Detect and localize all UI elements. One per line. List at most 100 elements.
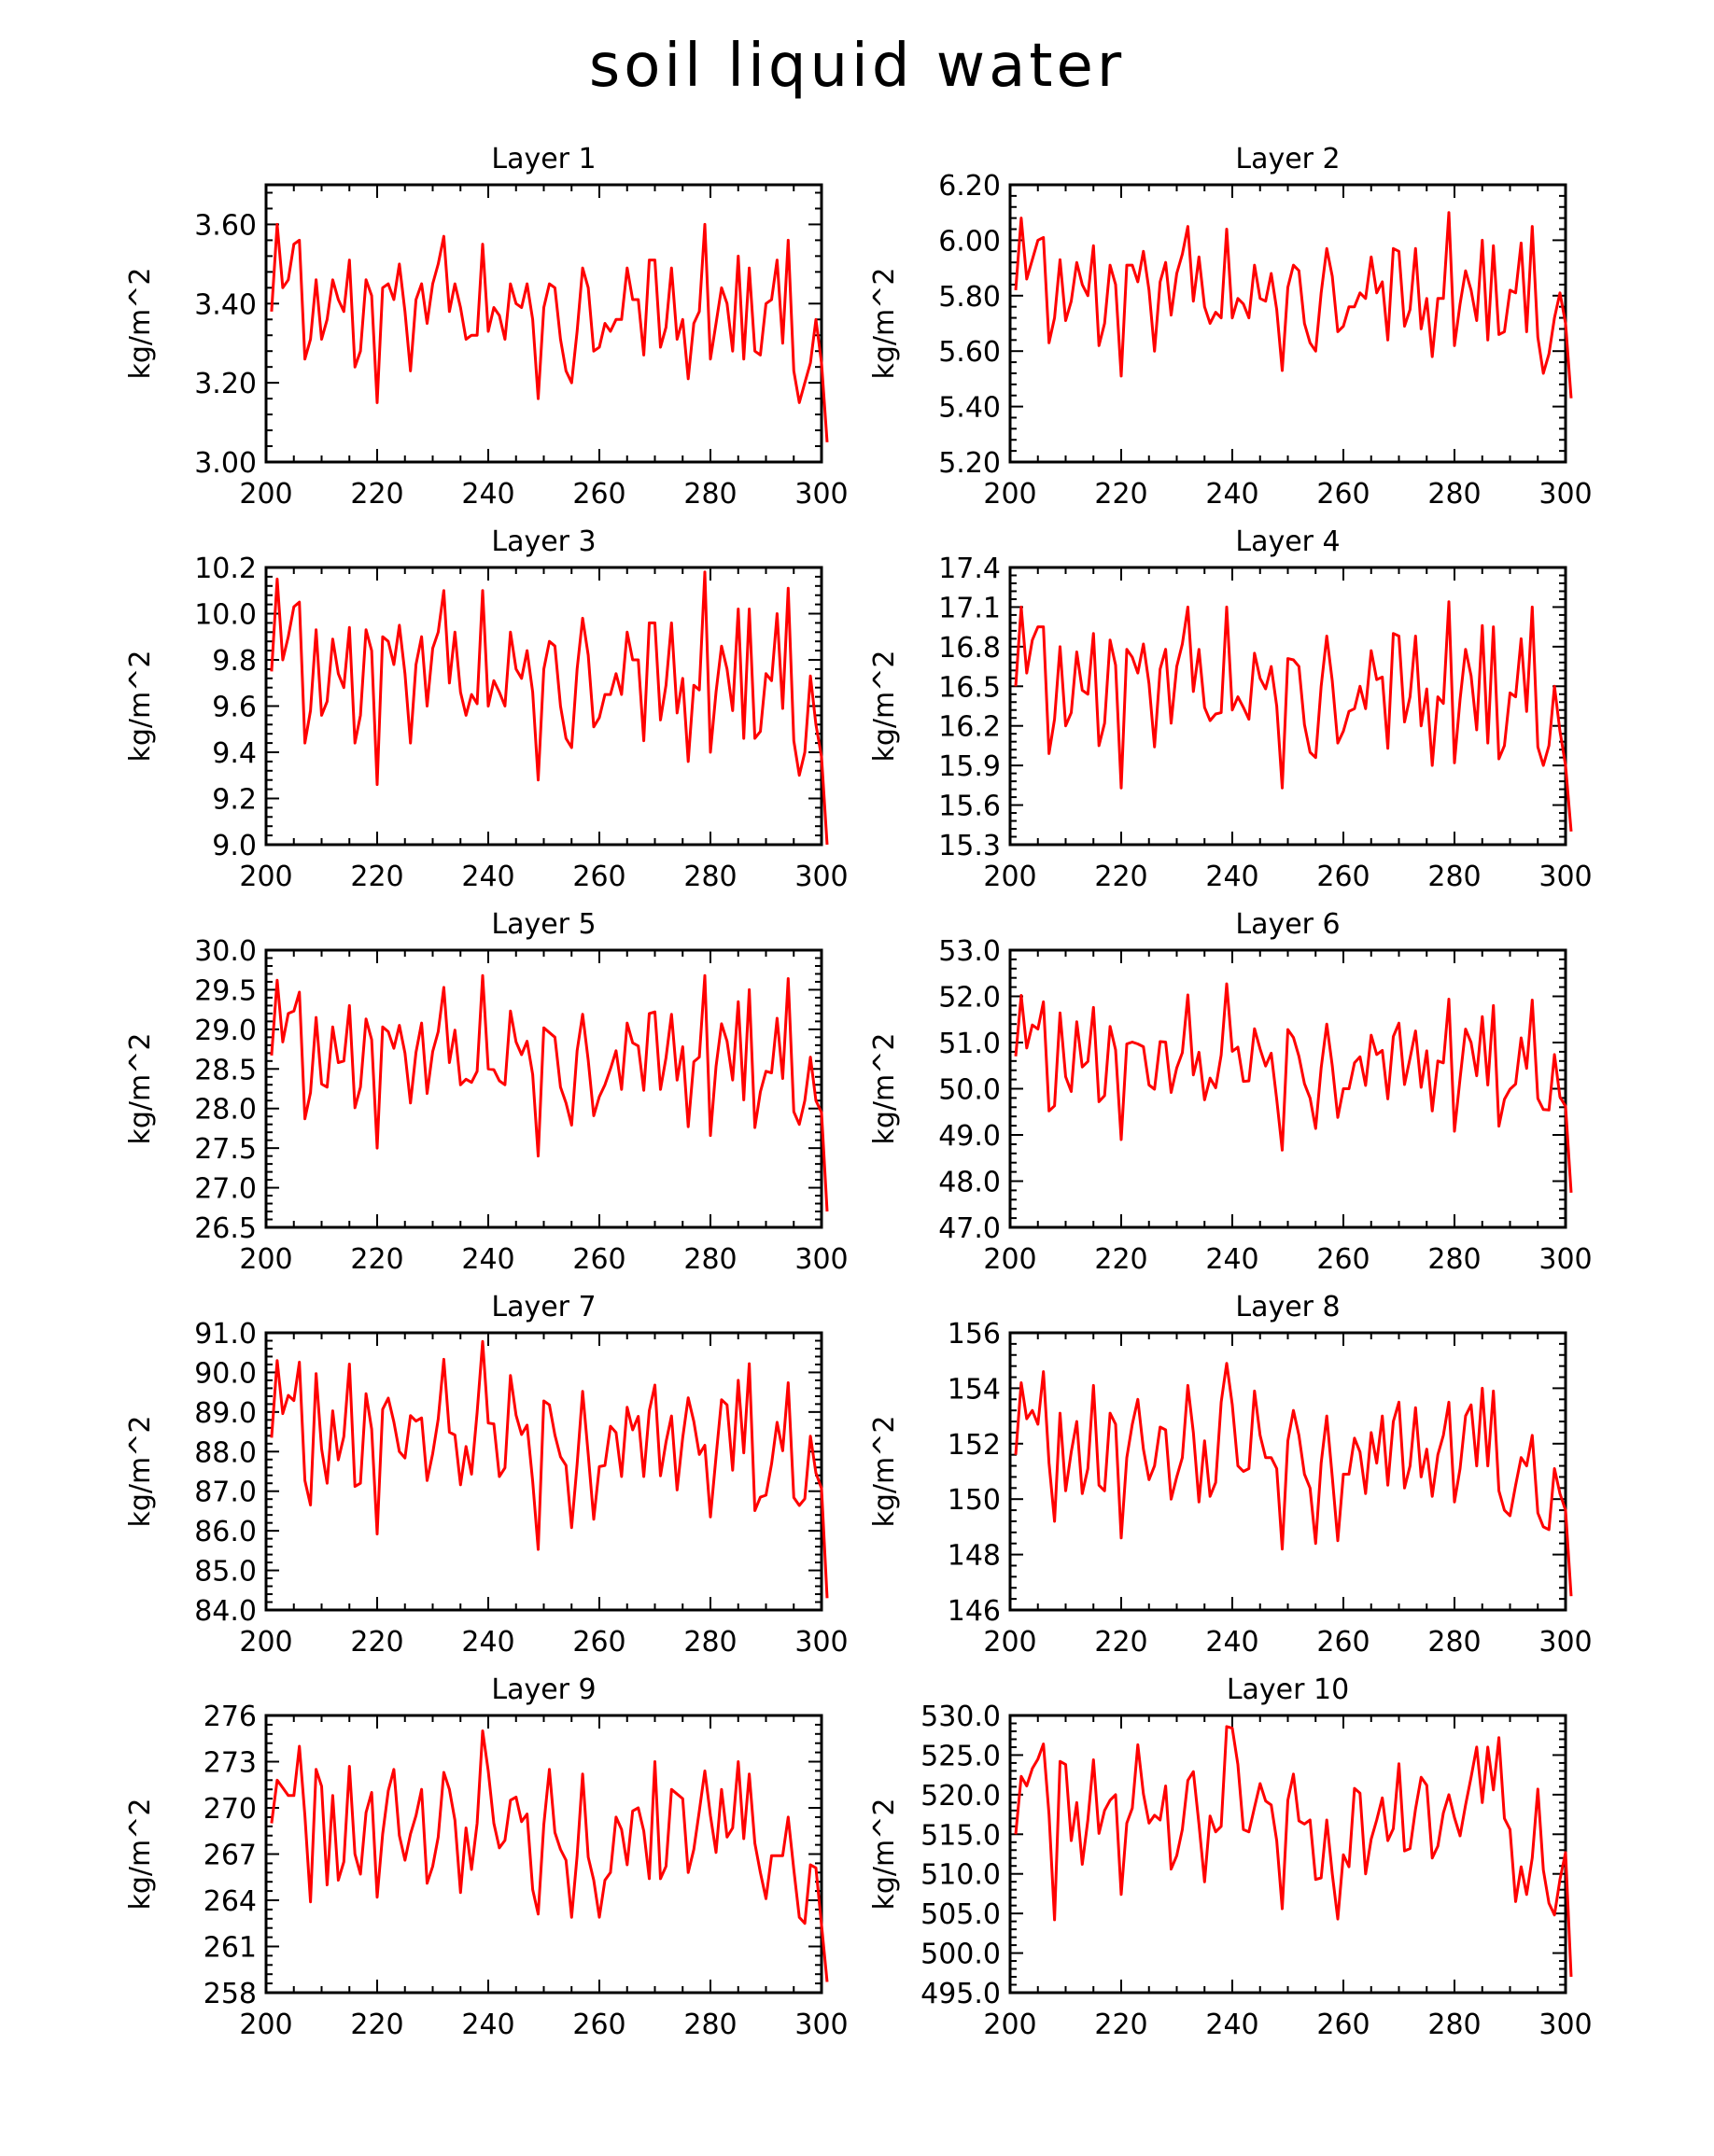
- plot-frame: [1008, 183, 1567, 464]
- x-tick-label: 280: [683, 1626, 737, 1659]
- y-tick-label: 27.0: [194, 1173, 257, 1206]
- x-tick-label: 200: [983, 1243, 1036, 1276]
- x-tick-label: 240: [461, 478, 514, 511]
- y-tick-label: 150: [948, 1484, 1001, 1517]
- x-tick-label: 260: [572, 1626, 625, 1659]
- x-tick-label: 280: [683, 2009, 737, 2041]
- x-tick-label: 200: [983, 478, 1036, 511]
- y-tick-label: 3.40: [194, 288, 257, 321]
- y-tick-label: 87.0: [194, 1477, 257, 1509]
- x-tick-label: 260: [1316, 1626, 1370, 1659]
- x-tick-label: 220: [1094, 478, 1147, 511]
- y-tick-label: 47.0: [938, 1212, 1001, 1245]
- y-axis-label: kg/m^2: [124, 1033, 157, 1145]
- y-tick-label: 515.0: [920, 1819, 1001, 1852]
- y-tick-label: 10.2: [194, 553, 257, 585]
- y-tick-label: 3.60: [194, 209, 257, 242]
- y-tick-label: 51.0: [938, 1028, 1001, 1060]
- x-tick-label: 280: [1427, 478, 1481, 511]
- y-axis-label: kg/m^2: [868, 651, 901, 763]
- plot-frame: [264, 948, 823, 1229]
- x-tick-label: 200: [983, 1626, 1036, 1659]
- y-tick-label: 49.0: [938, 1120, 1001, 1153]
- y-axis-label: kg/m^2: [124, 268, 157, 380]
- y-tick-label: 530.0: [920, 1701, 1001, 1733]
- figure-title: soil liquid water: [589, 32, 1125, 101]
- x-tick-label: 260: [1316, 861, 1370, 893]
- x-tick-label: 300: [1538, 1626, 1592, 1659]
- x-tick-label: 240: [1205, 2009, 1258, 2041]
- x-tick-label: 240: [1205, 1626, 1258, 1659]
- y-tick-label: 495.0: [920, 1978, 1001, 2010]
- x-tick-label: 260: [1316, 2009, 1370, 2041]
- y-tick-label: 146: [948, 1595, 1001, 1628]
- panel-title: Layer 1: [491, 143, 596, 175]
- y-tick-label: 16.8: [938, 632, 1001, 665]
- y-tick-label: 258: [204, 1978, 257, 2010]
- y-tick-label: 30.0: [194, 935, 257, 968]
- x-tick-label: 260: [572, 1243, 625, 1276]
- x-tick-label: 300: [794, 1626, 848, 1659]
- y-tick-label: 50.0: [938, 1074, 1001, 1107]
- x-tick-label: 300: [794, 861, 848, 893]
- y-tick-label: 264: [204, 1885, 257, 1918]
- panel-title: Layer 6: [1235, 908, 1340, 941]
- x-tick-label: 240: [1205, 1243, 1258, 1276]
- x-tick-label: 260: [1316, 478, 1370, 511]
- y-tick-label: 273: [204, 1747, 257, 1780]
- y-tick-label: 52.0: [938, 982, 1001, 1015]
- panel-title: Layer 5: [491, 908, 596, 941]
- y-tick-label: 29.5: [194, 974, 257, 1007]
- x-tick-label: 220: [350, 478, 403, 511]
- y-axis-label: kg/m^2: [124, 1416, 157, 1528]
- x-tick-label: 300: [1538, 1243, 1592, 1276]
- y-tick-label: 5.60: [938, 336, 1001, 369]
- y-tick-label: 261: [204, 1932, 257, 1965]
- y-axis-label: kg/m^2: [124, 1799, 157, 1911]
- x-tick-label: 260: [1316, 1243, 1370, 1276]
- y-tick-label: 17.1: [938, 592, 1001, 624]
- y-axis-label: kg/m^2: [868, 1799, 901, 1911]
- series-line: [270, 570, 829, 846]
- y-tick-label: 15.6: [938, 791, 1001, 823]
- x-tick-label: 200: [239, 2009, 292, 2041]
- x-tick-label: 220: [350, 2009, 403, 2041]
- y-tick-label: 26.5: [194, 1212, 257, 1245]
- x-tick-label: 300: [794, 478, 848, 511]
- x-tick-label: 200: [983, 2009, 1036, 2041]
- x-tick-label: 280: [1427, 1243, 1481, 1276]
- panel-layer-5: Layer 5 200 220 240 260 280 300 26.5 27.0 27.5 28.…: [124, 908, 849, 1276]
- x-tick-label: 240: [1205, 861, 1258, 893]
- y-tick-label: 9.0: [212, 830, 257, 862]
- panel-title: Layer 8: [1235, 1291, 1340, 1323]
- y-tick-label: 5.40: [938, 392, 1001, 425]
- y-tick-label: 28.0: [194, 1094, 257, 1127]
- x-tick-label: 300: [1538, 861, 1592, 893]
- plot-frame: [1008, 566, 1567, 847]
- panel-layer-3: Layer 3 200 220 240 260 280 300 9.0 9.2 9.4 9.6 9.8…: [124, 525, 849, 893]
- y-tick-label: 6.20: [938, 170, 1001, 203]
- series-line: [1014, 982, 1573, 1193]
- series-line: [270, 973, 829, 1212]
- panel-layer-9: Layer 9 200 220 240 260 280 300 258 261 264 267 270…: [124, 1673, 849, 2041]
- x-tick-label: 240: [461, 2009, 514, 2041]
- plot-frame: [264, 1714, 823, 1995]
- panel-layer-6: Layer 6 200 220 240 260 280 300 47.0 48.0 49.0 50.…: [868, 908, 1593, 1276]
- y-axis-label: kg/m^2: [124, 651, 157, 763]
- y-tick-label: 88.0: [194, 1436, 257, 1469]
- x-tick-label: 240: [461, 1626, 514, 1659]
- series-line: [1014, 1725, 1573, 1978]
- x-tick-label: 280: [1427, 2009, 1481, 2041]
- y-tick-label: 148: [948, 1540, 1001, 1573]
- panel-title: Layer 9: [491, 1673, 596, 1706]
- x-tick-label: 280: [1427, 861, 1481, 893]
- y-tick-label: 90.0: [194, 1357, 257, 1390]
- y-tick-label: 9.8: [212, 645, 257, 678]
- x-tick-label: 300: [1538, 478, 1592, 511]
- y-tick-label: 9.2: [212, 784, 257, 817]
- panel-layer-1: Layer 1 200 220 240 260 280 300 3.00 3.20 3.40 3.6…: [124, 143, 849, 511]
- y-tick-label: 152: [948, 1429, 1001, 1462]
- plot-frame: [1008, 1331, 1567, 1612]
- y-tick-label: 520.0: [920, 1780, 1001, 1813]
- y-tick-label: 16.5: [938, 671, 1001, 704]
